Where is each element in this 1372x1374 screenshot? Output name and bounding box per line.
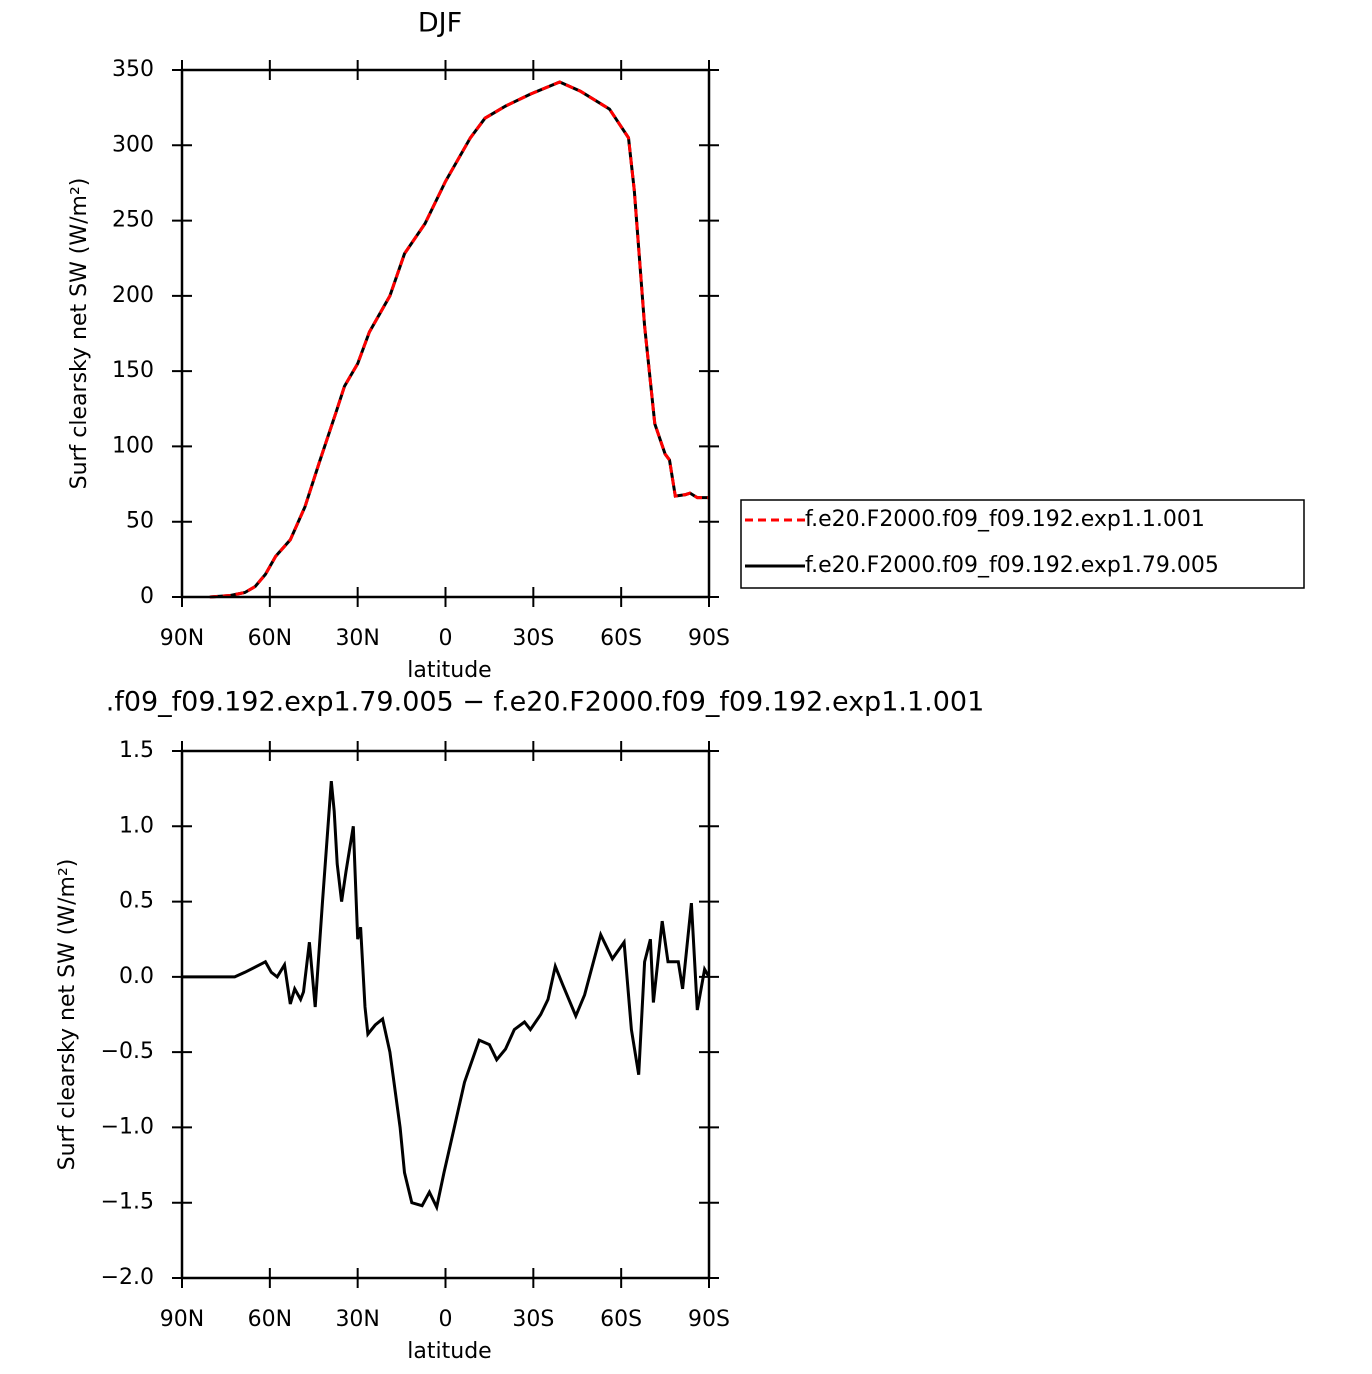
plot-frame (180, 68, 711, 599)
x-tick-label: 90N (160, 626, 204, 651)
plot-frame (180, 749, 711, 1280)
y-tick-label: 1.5 (119, 738, 154, 763)
y-tick-label: −1.0 (101, 1114, 154, 1139)
x-axis-label: latitude (407, 1339, 491, 1364)
data-line (209, 80, 709, 599)
y-tick-label: −1.5 (101, 1190, 154, 1215)
x-tick-label: 0 (439, 1307, 453, 1332)
x-tick-label: 30S (512, 626, 554, 651)
x-tick-label: 30S (512, 1307, 554, 1332)
legend-label: f.e20.F2000.f09_f09.192.exp1.79.005 (805, 553, 1219, 578)
y-tick-label: 1.0 (119, 813, 154, 838)
y-tick-label: 0.5 (119, 889, 154, 914)
data-line (182, 780, 711, 1212)
y-axis-label: Surf clearsky net SW (W/m²) (67, 178, 92, 490)
y-tick-label: 0.0 (119, 964, 154, 989)
y-tick-label: −0.5 (101, 1039, 154, 1064)
y-tick-label: 200 (112, 283, 154, 308)
x-tick-label: 90S (688, 1307, 730, 1332)
y-tick-label: 350 (112, 57, 154, 82)
x-tick-label: 60N (248, 626, 292, 651)
legend-label: f.e20.F2000.f09_f09.192.exp1.1.001 (805, 507, 1205, 532)
x-tick-label: 0 (439, 626, 453, 651)
x-tick-label: 90S (688, 626, 730, 651)
y-tick-label: 300 (112, 132, 154, 157)
y-axis-label: Surf clearsky net SW (W/m²) (55, 859, 80, 1171)
y-tick-label: 150 (112, 358, 154, 383)
y-tick-label: −2.0 (101, 1265, 154, 1290)
x-axis-label: latitude (407, 658, 491, 683)
x-tick-label: 60N (248, 1307, 292, 1332)
y-tick-label: 50 (126, 509, 154, 534)
y-tick-label: 100 (112, 433, 154, 458)
chart-title: DJF (418, 8, 462, 39)
chart-title: .f09_f09.192.exp1.79.005 − f.e20.F2000.f… (106, 687, 985, 718)
x-tick-label: 30N (335, 626, 379, 651)
x-tick-label: 60S (600, 626, 642, 651)
x-tick-label: 90N (160, 1307, 204, 1332)
x-tick-label: 30N (335, 1307, 379, 1332)
y-tick-label: 0 (140, 584, 154, 609)
x-tick-label: 60S (600, 1307, 642, 1332)
y-tick-label: 250 (112, 208, 154, 233)
legend-box (740, 499, 1305, 589)
